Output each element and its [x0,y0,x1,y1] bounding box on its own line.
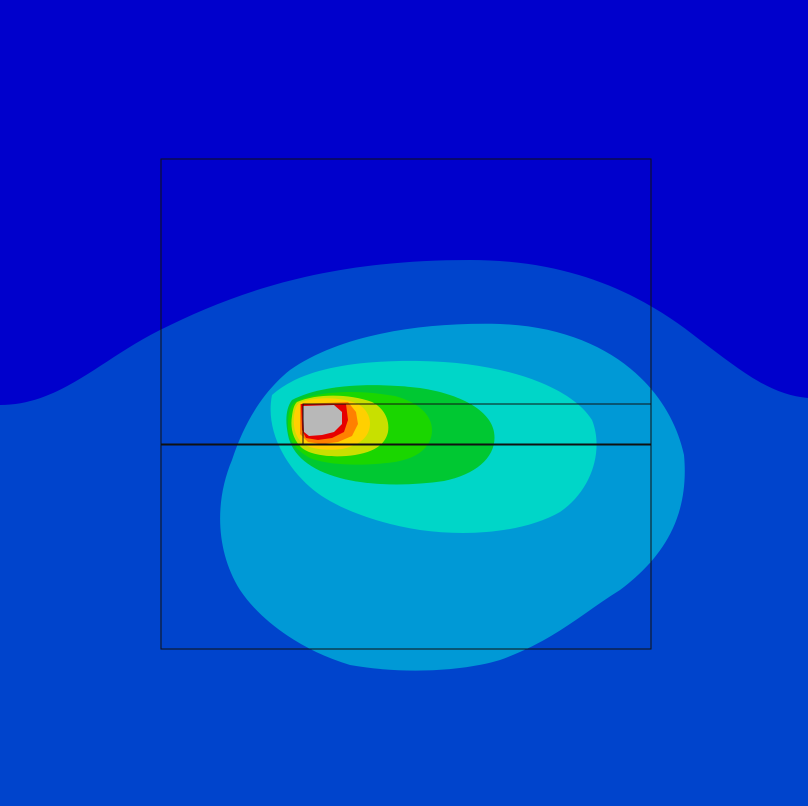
peak-region [303,405,342,436]
outline-upper-block [160,158,652,446]
outline-lower-block [160,443,652,650]
